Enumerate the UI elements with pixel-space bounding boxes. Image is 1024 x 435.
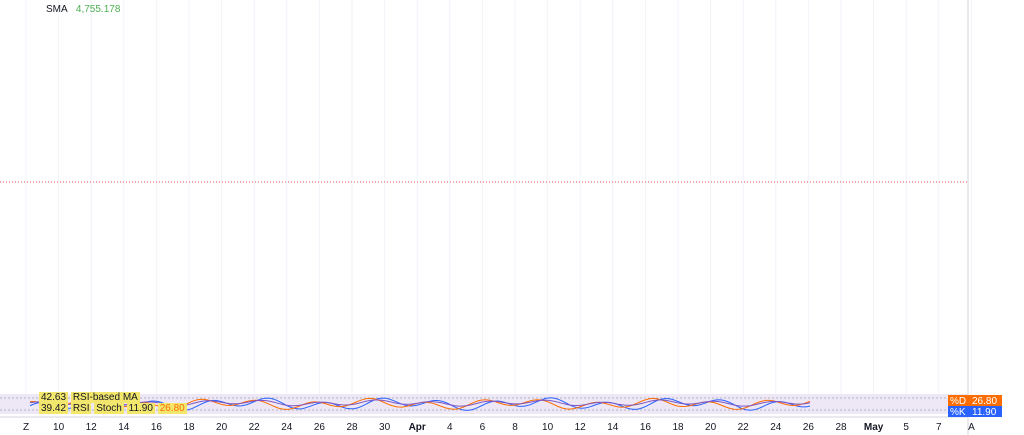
oscillator-tag-label-bg [948, 395, 968, 406]
time-axis[interactable]: Z 10 12 14 16 18 20 22 24 26 28 30 Apr 4 6 8 10 12 14 16 18 2… [23, 422, 975, 433]
rsi-label: RSI [70, 403, 92, 414]
time-tick-label: 16 [640, 422, 652, 433]
stoch-k-value: 11.90 [126, 403, 155, 414]
time-tick-label: 28 [346, 422, 358, 433]
chart-grid [25, 0, 972, 394]
time-tick-label: 26 [803, 422, 815, 433]
time-tick-label: 7 [936, 422, 942, 433]
time-tick-label: A [968, 422, 975, 433]
time-tick-label: Z [23, 422, 29, 433]
time-tick-label: 18 [183, 422, 195, 433]
indicator-legend[interactable]: SMA 4,755.178 [46, 4, 120, 15]
time-tick-label: 20 [216, 422, 228, 433]
rsi-based-ma-legend[interactable]: 42.63 RSI-based MA [39, 392, 140, 403]
time-tick-label: 26 [314, 422, 326, 433]
time-tick-label: 22 [249, 422, 261, 433]
rsi-stoch-legend[interactable]: 39.42 RSI Stoch 11.90 26.80 [39, 403, 187, 414]
time-tick-label: 12 [575, 422, 587, 433]
time-tick-label: 10 [542, 422, 554, 433]
time-tick-label: 8 [512, 422, 518, 433]
time-tick-label: 14 [118, 422, 130, 433]
stoch-label: Stoch [94, 403, 124, 414]
time-tick-label: 30 [379, 422, 391, 433]
oscillator-tag-label-bg [948, 406, 968, 417]
time-tick-label: 16 [151, 422, 163, 433]
indicator-name: SMA [46, 4, 68, 15]
time-tick-label: 20 [705, 422, 717, 433]
time-tick-label: 4 [447, 422, 453, 433]
time-tick-label: 5 [903, 422, 909, 433]
time-tick-label: 6 [480, 422, 486, 433]
time-tick-label: 28 [835, 422, 847, 433]
oscillator-tag-value-bg [968, 395, 1002, 406]
time-tick-label: 24 [770, 422, 782, 433]
oscillator-tag-value-bg [968, 406, 1002, 417]
oscillator-tag-value: 26.80 [972, 396, 997, 407]
time-tick-label: 22 [738, 422, 750, 433]
time-tick-label: 10 [53, 422, 65, 433]
rsi-based-ma-value: 42.63 [39, 392, 69, 403]
oscillator-tag-label: %D [950, 396, 966, 407]
time-tick-label: May [864, 422, 884, 433]
time-tick-label: 12 [86, 422, 98, 433]
oscillator-line [29, 397, 811, 411]
oscillator-tag-value: 11.90 [972, 407, 997, 418]
time-tick-label: Apr [409, 422, 426, 433]
time-tick-label: 24 [281, 422, 293, 433]
indicator-value: 4,755.178 [75, 4, 121, 15]
rsi-based-ma-label: RSI-based MA [70, 392, 140, 403]
time-tick-label: 18 [672, 422, 684, 433]
oscillator-tag-label: %K [950, 407, 966, 418]
time-tick-label: 14 [607, 422, 619, 433]
rsi-value: 39.42 [39, 403, 69, 414]
stoch-d-value: 26.80 [157, 403, 187, 414]
oscillator-tags: %D 26.80 %K 11.90 [948, 395, 1002, 418]
